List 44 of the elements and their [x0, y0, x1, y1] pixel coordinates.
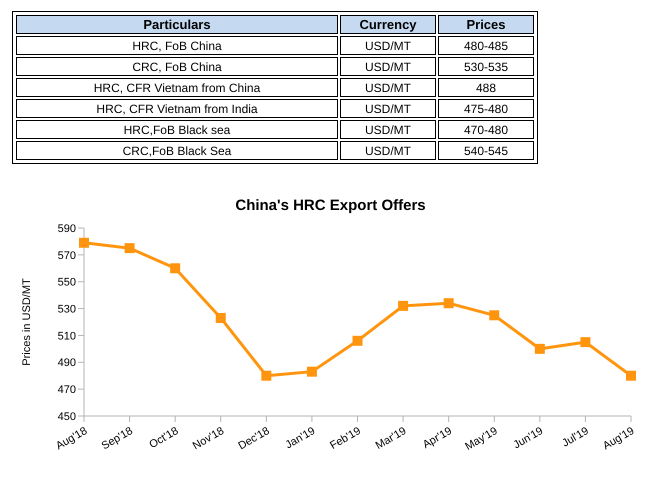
- text: HRC, CFR Vietnam from China: [94, 80, 260, 94]
- point: [170, 263, 180, 274]
- y-tick-label: 550: [58, 276, 76, 289]
- text: 470-480: [464, 122, 508, 136]
- text: HRC, CFR Vietnam from India: [96, 102, 258, 116]
- point: [352, 336, 362, 346]
- category-label: Prices: [438, 15, 534, 34]
- text: CRC,FoB Black Sea: [122, 144, 232, 158]
- y-tick-label: 470: [58, 384, 76, 396]
- text: USD/MT: [365, 80, 411, 94]
- category-label: Particulars: [16, 15, 338, 34]
- y-tick-label: 510: [58, 330, 76, 342]
- text: HRC, FoB China: [132, 38, 222, 52]
- y-tick-label: 590: [58, 222, 76, 235]
- text: USD/MT: [365, 144, 411, 158]
- y-tick-label: 530: [58, 303, 76, 316]
- text: USD/MT: [365, 122, 411, 136]
- point: [580, 337, 590, 348]
- point: [489, 310, 500, 320]
- point: [261, 370, 272, 381]
- text: CRC, FoB China: [132, 60, 222, 74]
- point: [79, 238, 89, 248]
- y-tick-label: 570: [58, 250, 76, 262]
- point: [534, 344, 545, 354]
- text: 475-480: [464, 102, 508, 116]
- text: HRC,FoB Black sea: [124, 122, 230, 136]
- text: USD/MT: [365, 38, 411, 52]
- chart-title: China's HRC Export Offers: [234, 197, 427, 214]
- text: USD/MT: [365, 60, 411, 74]
- text: USD/MT: [365, 102, 411, 116]
- text: 480-485: [464, 38, 508, 52]
- point: [124, 243, 135, 254]
- y-axis-title: Prices in USD/MT: [20, 278, 33, 366]
- text: 488: [476, 80, 496, 94]
- point: [444, 298, 454, 308]
- point: [216, 312, 226, 323]
- y-tick-label: 450: [58, 410, 76, 423]
- text: 540-545: [464, 144, 508, 158]
- point: [626, 370, 636, 381]
- category-label: Currency: [340, 15, 436, 34]
- y-tick-label: 490: [58, 357, 76, 370]
- text: 530-535: [464, 60, 508, 74]
- point: [306, 366, 317, 377]
- point: [398, 300, 408, 311]
